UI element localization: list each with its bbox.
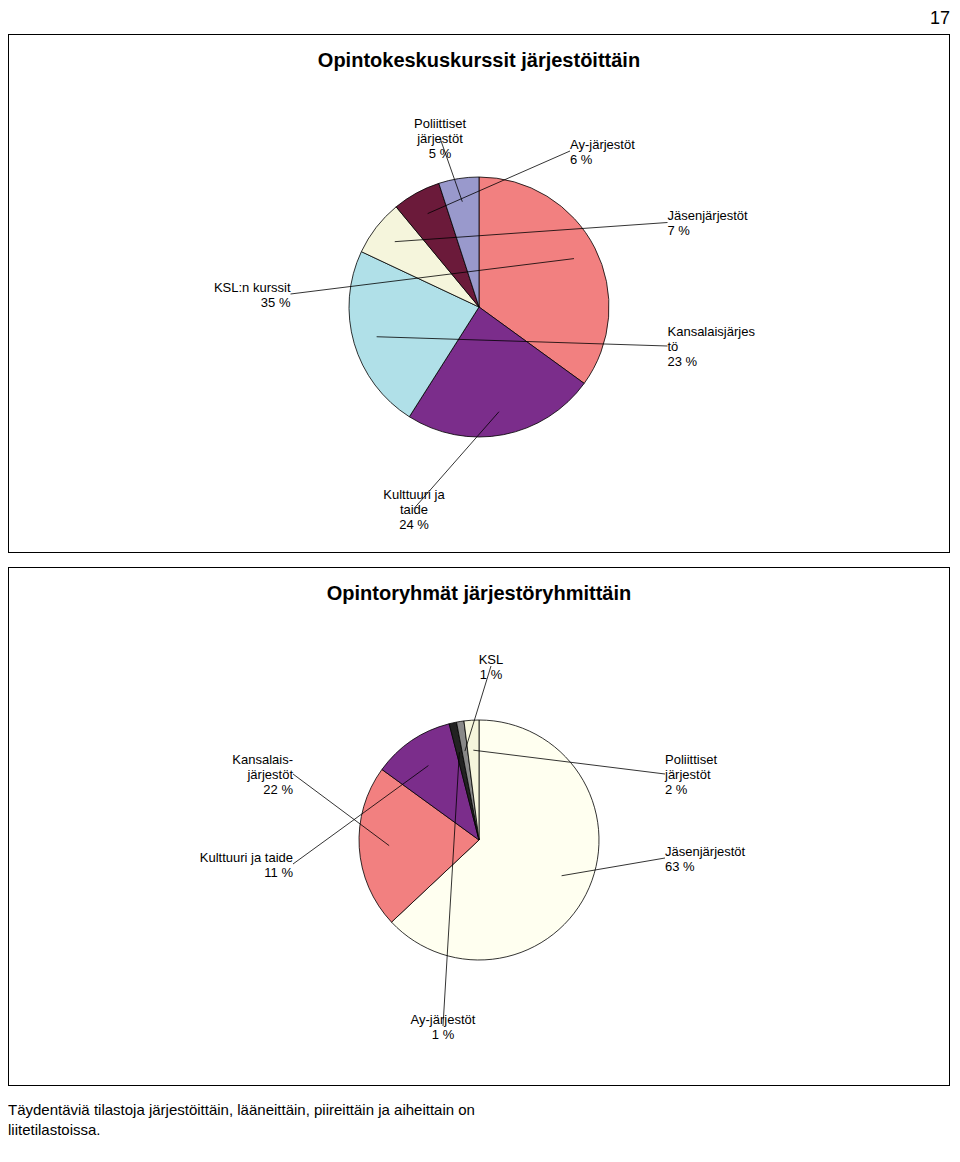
html-text:17: 17 xyxy=(930,8,950,28)
svg-text:Kulttuuri jataide24 %: Kulttuuri jataide24 % xyxy=(383,486,445,531)
html-text:Täydentäviä tilastoja järjestö: Täydentäviä tilastoja järjestöittäin, lä… xyxy=(8,1101,475,1138)
svg-text:Kansalaisjärjestö23 %: Kansalaisjärjestö23 % xyxy=(668,324,756,369)
html-text:Opintokeskuskurssit järjestöit: Opintokeskuskurssit järjestöittäin xyxy=(317,49,641,71)
svg-text:KSL:n kurssit35 %: KSL:n kurssit35 % xyxy=(214,279,291,309)
svg-text:Poliittisetjärjestöt2 %: Poliittisetjärjestöt2 % xyxy=(664,752,717,797)
svg-text:Jäsenjärjestöt7 %: Jäsenjärjestöt7 % xyxy=(668,208,749,238)
html-text:Opintoryhmät järjestöryhmittäi: Opintoryhmät järjestöryhmittäin xyxy=(326,582,632,604)
svg-text:KSL1 %: KSL1 % xyxy=(479,651,504,681)
svg-text:Kulttuuri ja taide11 %: Kulttuuri ja taide11 % xyxy=(200,849,294,879)
svg-text:Poliittisetjärjestöt5 %: Poliittisetjärjestöt5 % xyxy=(414,116,466,161)
svg-text:Kansalais-järjestöt22 %: Kansalais-järjestöt22 % xyxy=(232,752,293,797)
svg-text:Ay-järjestöt6 %: Ay-järjestöt6 % xyxy=(570,136,635,166)
svg-text:Jäsenjärjestöt63 %: Jäsenjärjestöt63 % xyxy=(665,843,746,873)
svg-text:Ay-järjestöt1 %: Ay-järjestöt1 % xyxy=(411,1011,476,1041)
